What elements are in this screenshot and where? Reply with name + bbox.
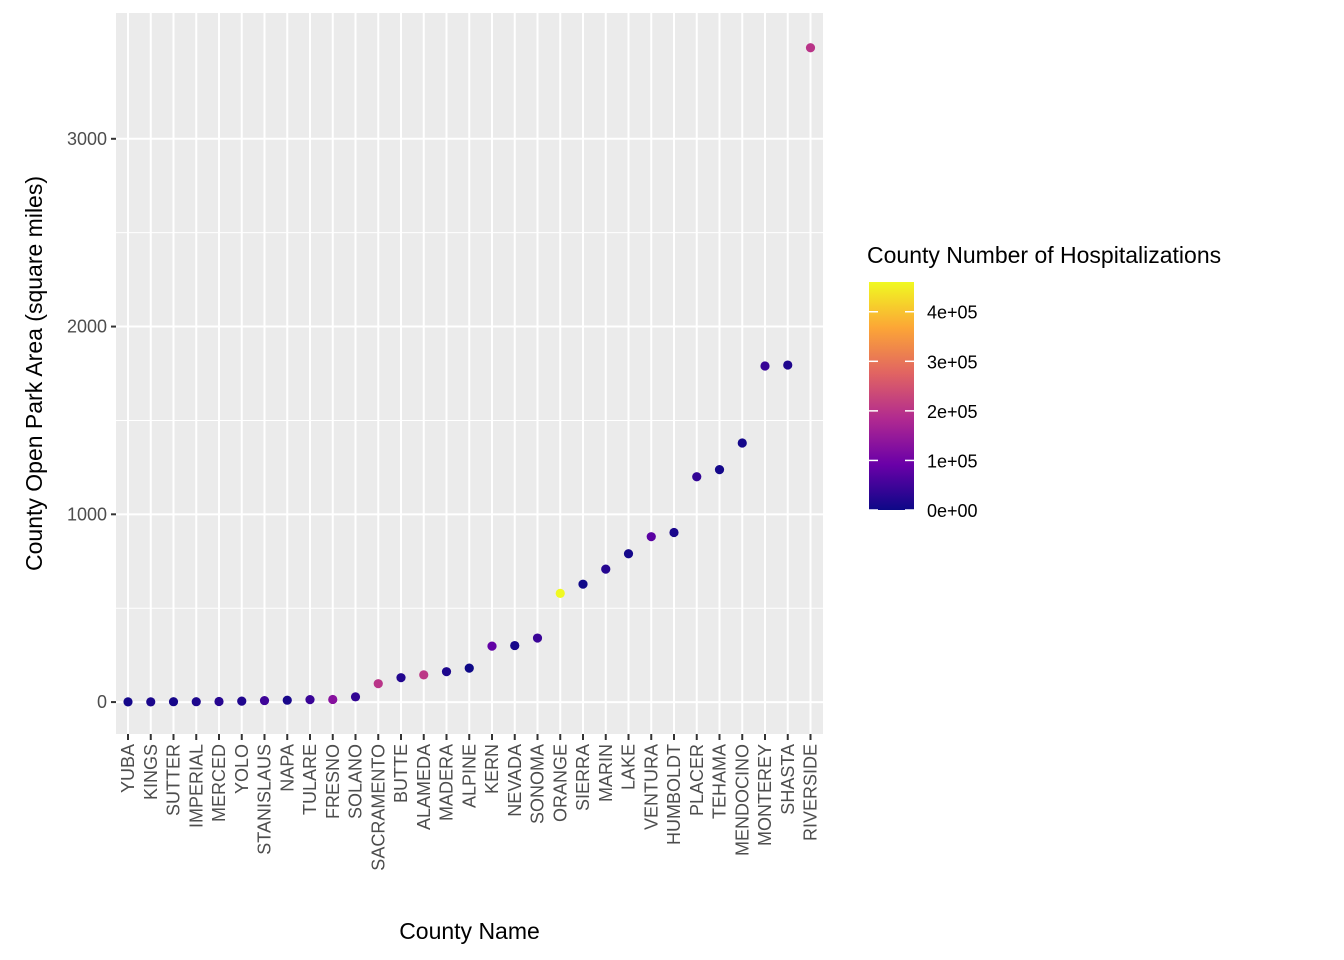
- x-tick-label: MADERA: [437, 744, 457, 821]
- x-axis-title: County Name: [399, 918, 540, 944]
- color-legend: County Number of Hospitalizations 0e+00 1…: [867, 242, 1221, 521]
- x-tick-label: NEVADA: [505, 744, 525, 817]
- data-point-marin: [601, 564, 611, 574]
- data-point-yolo: [237, 696, 247, 706]
- data-point-nevada: [510, 640, 520, 651]
- y-tick-label: 1000: [67, 504, 107, 524]
- data-point-humboldt: [669, 527, 679, 538]
- x-tick-label: TEHAMA: [710, 744, 730, 819]
- data-point-imperial: [191, 697, 201, 707]
- data-point-kern: [487, 641, 497, 651]
- data-point-ventura: [646, 532, 656, 542]
- x-tick-label: TULARE: [300, 744, 320, 815]
- x-tick-label: IMPERIAL: [186, 744, 206, 828]
- legend-tick-label: 3e+05: [927, 352, 978, 372]
- x-tick-label: FRESNO: [323, 744, 343, 819]
- data-point-kings: [146, 697, 156, 707]
- x-tick-label: ALAMEDA: [414, 744, 434, 830]
- x-tick-label: ORANGE: [550, 744, 570, 822]
- data-point-alameda: [419, 670, 429, 680]
- x-tick-label: VENTURA: [641, 744, 661, 830]
- y-axis-title: County Open Park Area (square miles): [21, 176, 47, 571]
- x-tick-label: YOLO: [232, 744, 252, 794]
- data-point-orange: [555, 588, 565, 598]
- y-tick-label: 0: [97, 692, 107, 712]
- x-tick-label: MONTEREY: [755, 744, 775, 846]
- x-tick-label: MENDOCINO: [732, 744, 752, 856]
- x-tick-label: KINGS: [141, 744, 161, 800]
- data-point-solano: [350, 692, 361, 702]
- data-point-placer: [692, 472, 702, 482]
- data-point-stanislaus: [259, 695, 270, 706]
- legend-ticks: 0e+00 1e+05 2e+05 3e+05 4e+05: [869, 303, 978, 521]
- data-point-shasta: [783, 360, 793, 370]
- legend-tick-label: 1e+05: [927, 451, 978, 471]
- data-point-mendocino: [737, 438, 747, 448]
- data-points: [123, 43, 816, 707]
- x-tick-label: PLACER: [687, 744, 707, 816]
- data-point-sierra: [578, 579, 588, 589]
- data-point-sonoma: [532, 633, 543, 643]
- x-tick-label: YUBA: [118, 744, 138, 793]
- x-tick-label: SHASTA: [778, 744, 798, 815]
- x-tick-label: LAKE: [619, 744, 639, 790]
- x-tick-label: ALPINE: [459, 744, 479, 808]
- data-point-lake: [623, 549, 634, 559]
- x-tick-label: BUTTE: [391, 744, 411, 803]
- x-tick-label: HUMBOLDT: [664, 744, 684, 845]
- x-tick-label: NAPA: [277, 744, 297, 792]
- data-point-alpine: [464, 663, 474, 673]
- x-tick-label: SONOMA: [528, 744, 548, 824]
- x-axis-ticks: YUBA KINGS SUTTER IMPERIAL MERCED YOLO STANISL…: [118, 734, 821, 871]
- data-point-riverside: [805, 43, 816, 53]
- data-point-napa: [282, 695, 292, 705]
- data-point-madera: [441, 667, 452, 677]
- legend-colorbar: [869, 282, 914, 510]
- data-point-monterey: [760, 361, 770, 371]
- legend-tick-label: 2e+05: [927, 402, 978, 422]
- data-point-merced: [214, 696, 224, 707]
- legend-title: County Number of Hospitalizations: [867, 242, 1221, 268]
- data-point-fresno: [328, 694, 338, 705]
- data-point-tulare: [305, 695, 315, 705]
- x-tick-label: KERN: [482, 744, 502, 794]
- data-point-butte: [396, 673, 406, 683]
- x-tick-label: SIERRA: [573, 744, 593, 811]
- data-point-sutter: [168, 697, 179, 707]
- data-point-tehama: [714, 465, 725, 475]
- legend-tick-label: 0e+00: [927, 501, 978, 521]
- y-tick-label: 3000: [67, 129, 107, 149]
- grid-major: [116, 13, 823, 734]
- legend-tick-label: 4e+05: [927, 303, 978, 323]
- x-tick-label: SACRAMENTO: [368, 744, 388, 871]
- x-tick-label: SOLANO: [346, 744, 366, 819]
- x-tick-label: STANISLAUS: [255, 744, 275, 855]
- data-point-yuba: [123, 697, 133, 707]
- x-tick-label: MERCED: [209, 744, 229, 822]
- x-tick-label: MARIN: [596, 744, 616, 802]
- x-tick-label: RIVERSIDE: [801, 744, 821, 841]
- y-tick-label: 2000: [67, 317, 107, 337]
- data-point-sacramento: [373, 679, 383, 689]
- x-tick-label: SUTTER: [164, 744, 184, 816]
- y-axis-ticks: 0 1000 2000 3000: [67, 129, 116, 712]
